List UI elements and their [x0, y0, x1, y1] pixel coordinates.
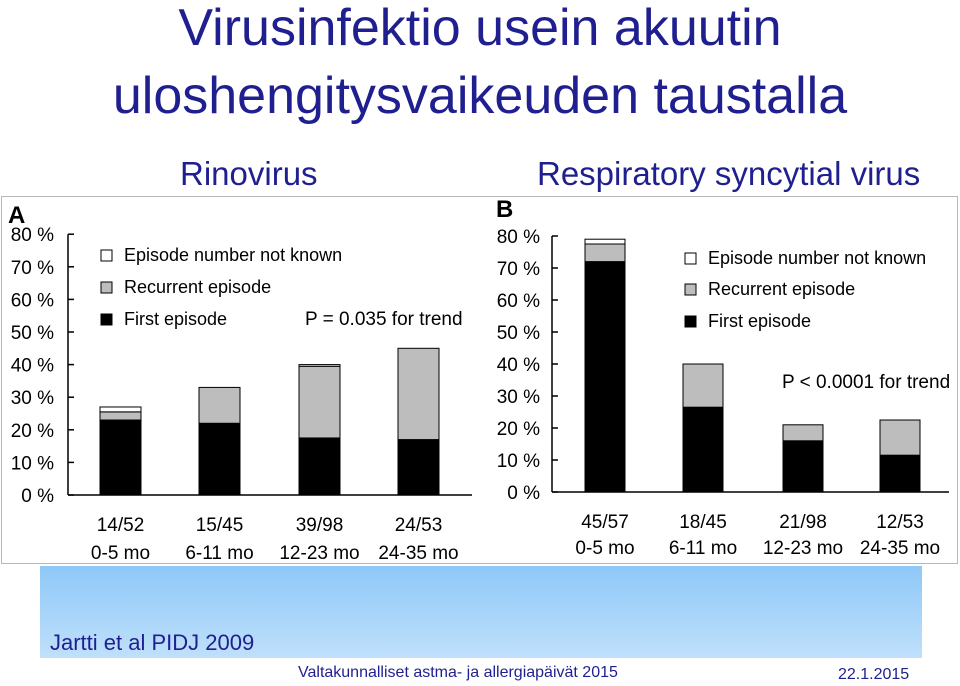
- panel-a-count-label: 39/98: [296, 515, 344, 536]
- panel-b-bar-segment: [584, 243, 626, 263]
- panel-b-y-tick-label: 70 %: [497, 259, 540, 280]
- panel-a-category-label: 12-23 mo: [279, 543, 359, 564]
- panel-b-bar-segment: [879, 419, 921, 456]
- chart-figure: A 0 % 10 % 20 % 30 % 40 % 50 % 60 % 70 % 80 % 14/5…: [1, 196, 958, 564]
- panel-b-y-tick-label: 50 %: [497, 323, 540, 344]
- panel-b-legend-swatch: [684, 283, 697, 296]
- panel-b-bar-segment: [682, 406, 724, 493]
- panel-a-bar-segment: [298, 364, 341, 367]
- panel-b-category-label: 0-5 mo: [575, 538, 634, 559]
- panel-b-legend-swatch: [684, 252, 697, 265]
- panel-b-legend-label: Recurrent episode: [708, 279, 855, 299]
- panel-b-count-label: 21/98: [779, 512, 827, 533]
- citation: Jartti et al PIDJ 2009: [50, 630, 255, 655]
- panel-b-legend-swatch: [684, 315, 697, 328]
- chart-svg: A 0 % 10 % 20 % 30 % 40 % 50 % 60 % 70 % 80 % 14/5…: [8, 197, 950, 564]
- panel-b-count-label: 18/45: [679, 512, 727, 533]
- panel-b-count-label: 45/57: [581, 512, 629, 533]
- panel-b-label: B: [496, 197, 513, 223]
- panel-a-bar-segment: [397, 347, 440, 441]
- panel-a-legend-swatch: [100, 249, 113, 262]
- panel-a-y-tick-label: 10 %: [11, 453, 54, 474]
- panel-b-bar-segment: [682, 363, 724, 408]
- panel-a-y-tick-label: 40 %: [11, 356, 54, 377]
- panel-a-category-label: 6-11 mo: [185, 543, 253, 564]
- panel-a-bar-segment: [198, 422, 241, 496]
- panel-b-y-tick-label: 0 %: [507, 483, 540, 504]
- panel-a-subtitle: Rinovirus: [180, 155, 318, 192]
- panel-a-y-tick-label: 70 %: [11, 258, 54, 279]
- panel-a-count-label: 24/53: [395, 515, 443, 536]
- panel-a-legend-label: Episode number not known: [124, 245, 342, 265]
- panel-b-y-tick-label: 80 %: [497, 227, 540, 248]
- panel-a-bar-segment: [298, 437, 341, 496]
- panel-a-category-label: 24-35 mo: [378, 543, 458, 564]
- panel-b-legend-label: Episode number not known: [708, 248, 926, 268]
- panel-a-count-label: 14/52: [97, 515, 145, 536]
- panel-b-y-tick-label: 40 %: [497, 355, 540, 376]
- panel-b-p-value: P < 0.0001 for trend: [782, 372, 950, 393]
- panel-b-y-tick-label: 30 %: [497, 387, 540, 408]
- panel-a-bar-segment: [99, 406, 142, 413]
- panel-a-y-tick-label: 30 %: [11, 388, 54, 409]
- panel-a-y-tick-label: 80 %: [11, 225, 54, 246]
- panel-a-bar-segment: [99, 419, 142, 496]
- panel-a-legend-swatch: [100, 281, 113, 294]
- panel-b-count-label: 12/53: [876, 512, 924, 533]
- panel-b-subtitle: Respiratory syncytial virus: [537, 155, 921, 192]
- panel-a-count-label: 15/45: [196, 515, 244, 536]
- panel-b-legend-label: First episode: [708, 311, 811, 331]
- panel-a-bar-segment: [298, 365, 341, 439]
- panel-b-bar-segment: [584, 238, 626, 245]
- panel-a-y-tick-label: 60 %: [11, 290, 54, 311]
- panel-b-y-tick-label: 10 %: [497, 451, 540, 472]
- panel-a-y-tick-label: 50 %: [11, 323, 54, 344]
- panel-a-bar-segment: [99, 411, 142, 421]
- panel-b-category-label: 6-11 mo: [669, 538, 737, 559]
- panel-a-legend-swatch: [100, 313, 113, 326]
- panel-b-category-label: 24-35 mo: [860, 538, 940, 559]
- footer-event: Valtakunnalliset astma- ja allergiapäivä…: [298, 664, 618, 681]
- panel-a-bar-segment: [397, 439, 440, 496]
- panel-a-y-tick-label: 20 %: [11, 421, 54, 442]
- panel-b-bar-segment: [782, 424, 824, 442]
- panel-b-category-label: 12-23 mo: [763, 538, 843, 559]
- panel-a-bar-segment: [198, 386, 241, 424]
- panel-a-legend-label: First episode: [124, 309, 227, 329]
- panel-b-y-tick-label: 60 %: [497, 291, 540, 312]
- panel-b-bar-segment: [879, 454, 921, 493]
- slide-title-line-1: Virusinfektio usein akuutin: [178, 0, 782, 57]
- footer-band: [40, 566, 922, 658]
- panel-a-label: A: [8, 202, 25, 229]
- panel-b-bar-segment: [584, 261, 626, 493]
- panel-a-y-tick-label: 0 %: [21, 486, 54, 507]
- footer-date: 22.1.2015: [838, 666, 910, 683]
- panel-b-bar-segment: [782, 440, 824, 493]
- panel-b-y-tick-label: 20 %: [497, 419, 540, 440]
- panel-a-legend-label: Recurrent episode: [124, 277, 271, 297]
- slide-title-line-2: uloshengitysvaikeuden taustalla: [112, 67, 848, 125]
- panel-a-category-label: 0-5 mo: [91, 543, 150, 564]
- panel-a-p-value: P = 0.035 for trend: [305, 309, 463, 330]
